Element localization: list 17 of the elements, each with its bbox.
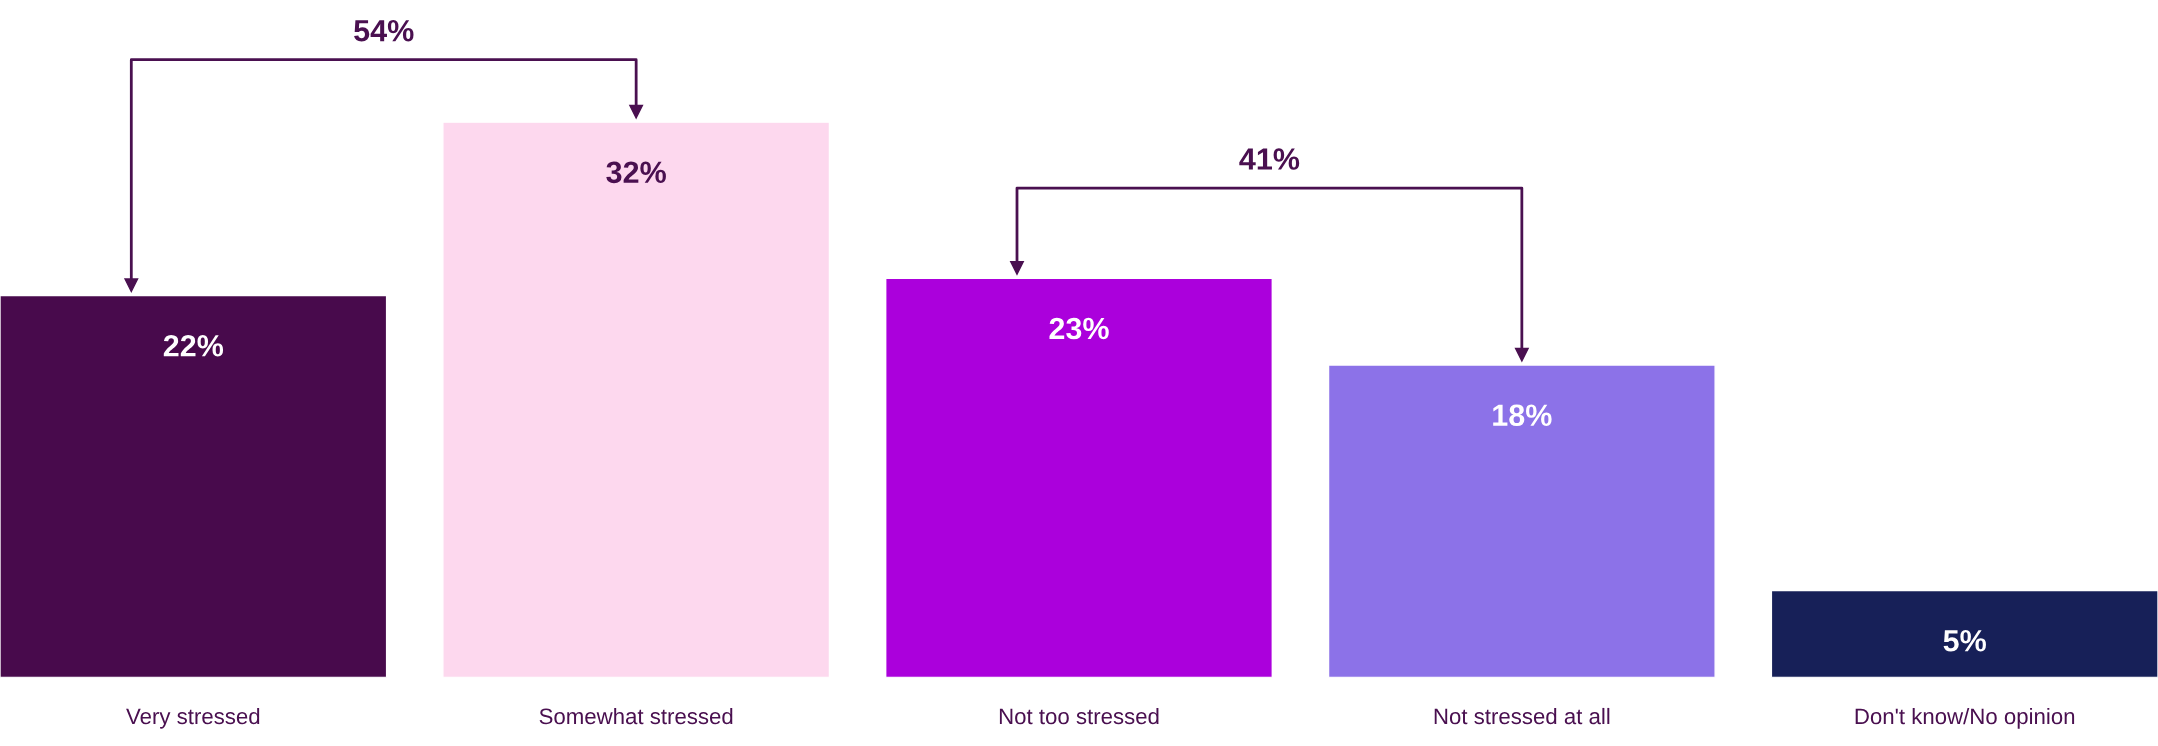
x-tick-label: Not stressed at all: [1434, 707, 1610, 725]
bar: [885, 277, 1273, 678]
data-label: 23%: [1049, 317, 1109, 340]
text: 54%: [354, 19, 414, 42]
bar: [442, 121, 831, 678]
x-tick-label: Somewhat stressed: [539, 707, 733, 725]
data-label: 5%: [1943, 630, 1986, 652]
bar: [0, 294, 388, 678]
x-tick-label: Not too stressed: [999, 707, 1159, 725]
x-tick-label: Don't know/No opinion: [1855, 707, 2075, 729]
data-label: 32%: [606, 161, 666, 184]
x-tick-label: Very stressed: [126, 707, 260, 729]
bar: [1327, 364, 1716, 678]
bar: [1770, 589, 2158, 678]
annotation: 41%: [1239, 148, 1300, 170]
data-label: 18%: [1493, 404, 1552, 427]
data-label: 22%: [163, 335, 224, 357]
